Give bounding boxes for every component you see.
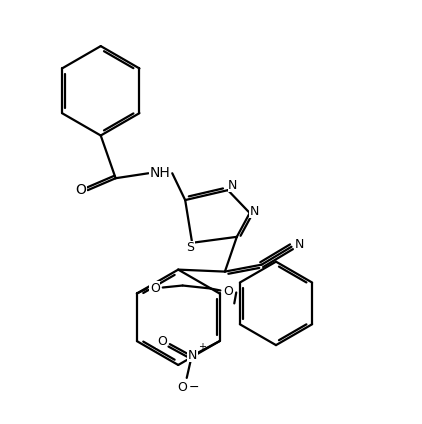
Text: O: O bbox=[150, 282, 160, 295]
Text: N: N bbox=[188, 349, 197, 362]
Text: N: N bbox=[250, 204, 260, 218]
Text: NH: NH bbox=[150, 166, 171, 180]
Text: O: O bbox=[223, 285, 233, 298]
Text: O: O bbox=[177, 381, 187, 394]
Text: S: S bbox=[186, 241, 194, 254]
Text: N: N bbox=[295, 238, 304, 251]
Text: −: − bbox=[189, 381, 199, 394]
Text: N: N bbox=[228, 179, 238, 192]
Text: +: + bbox=[197, 342, 206, 352]
Text: O: O bbox=[157, 335, 167, 348]
Text: O: O bbox=[76, 183, 87, 197]
